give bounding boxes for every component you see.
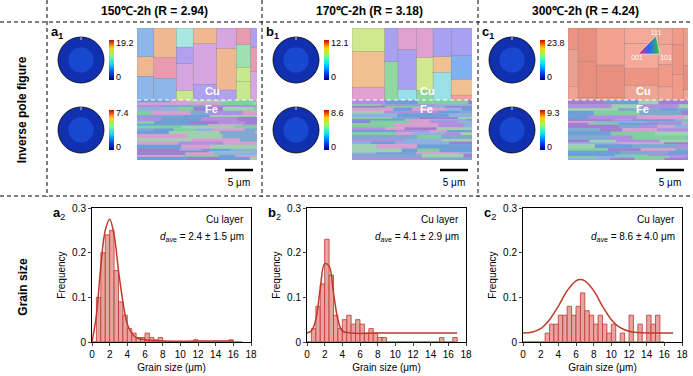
svg-text:4: 4 (340, 349, 346, 360)
svg-text:5 μm: 5 μm (659, 177, 681, 188)
svg-text:14: 14 (210, 349, 222, 360)
svg-text:Fe: Fe (636, 103, 649, 115)
svg-text:0.1: 0.1 (503, 292, 517, 303)
svg-text:9.3: 9.3 (547, 108, 560, 118)
svg-text:001: 001 (631, 54, 643, 61)
svg-text:0.3: 0.3 (287, 203, 301, 214)
svg-text:4: 4 (125, 349, 131, 360)
svg-text:Inverse pole figure: Inverse pole figure (15, 56, 29, 163)
svg-text:a1: a1 (51, 24, 63, 41)
svg-text:12: 12 (623, 349, 635, 360)
svg-text:6: 6 (142, 349, 148, 360)
svg-text:Grain size (μm): Grain size (μm) (137, 362, 206, 373)
svg-text:8.6: 8.6 (331, 108, 344, 118)
svg-text:Fe: Fe (205, 103, 218, 115)
svg-text:5 μm: 5 μm (443, 177, 465, 188)
svg-text:0.3: 0.3 (503, 203, 517, 214)
svg-text:b1: b1 (266, 24, 279, 41)
svg-text:0: 0 (304, 349, 310, 360)
svg-text:8: 8 (591, 349, 597, 360)
svg-text:8: 8 (375, 349, 381, 360)
svg-text:Cu: Cu (420, 85, 435, 97)
svg-text:10: 10 (390, 349, 402, 360)
svg-text:6: 6 (357, 349, 363, 360)
svg-text:a​2​: a​2​ (53, 205, 65, 222)
svg-text:300℃-2h (R = 4.24): 300℃-2h (R = 4.24) (532, 4, 639, 18)
svg-text:10: 10 (606, 349, 618, 360)
svg-text:c​2​: c​2​ (484, 205, 496, 222)
svg-text:4: 4 (556, 349, 562, 360)
svg-text:0: 0 (331, 72, 336, 82)
svg-text:0: 0 (331, 142, 336, 152)
svg-text:Cu: Cu (636, 85, 651, 97)
svg-text:8: 8 (160, 349, 166, 360)
svg-text:b​2​: b​2​ (268, 205, 281, 222)
svg-text:7.4: 7.4 (116, 108, 129, 118)
svg-text:0.1: 0.1 (72, 292, 86, 303)
svg-text:150℃-2h (R = 2.94): 150℃-2h (R = 2.94) (101, 4, 208, 18)
svg-text:Cu layer: Cu layer (206, 214, 244, 225)
svg-text:16: 16 (659, 349, 671, 360)
svg-text:170℃-2h (R = 3.18): 170℃-2h (R = 3.18) (316, 4, 423, 18)
svg-text:16: 16 (443, 349, 455, 360)
svg-text:d​ave​ = 4.1 ± 2.9 μm: d​ave​ = 4.1 ± 2.9 μm (375, 231, 459, 243)
svg-text:0: 0 (116, 72, 121, 82)
html-text:Grain size: Grain size (16, 257, 30, 316)
svg-text:6: 6 (573, 349, 579, 360)
svg-text:12: 12 (407, 349, 419, 360)
svg-text:14: 14 (425, 349, 437, 360)
svg-text:0: 0 (547, 142, 552, 152)
svg-text:111: 111 (651, 29, 662, 36)
svg-text:0: 0 (520, 349, 526, 360)
svg-text:16: 16 (228, 349, 240, 360)
svg-text:Cu layer: Cu layer (637, 214, 675, 225)
svg-text:0: 0 (80, 337, 86, 348)
svg-text:0: 0 (547, 72, 552, 82)
svg-text:23.8: 23.8 (547, 38, 565, 48)
svg-text:0.2: 0.2 (72, 247, 86, 258)
svg-text:0: 0 (116, 142, 121, 152)
svg-text:2: 2 (538, 349, 544, 360)
svg-text:14: 14 (641, 349, 653, 360)
svg-text:0: 0 (89, 349, 95, 360)
svg-text:0.3: 0.3 (72, 203, 86, 214)
svg-text:Cu layer: Cu layer (421, 214, 459, 225)
svg-text:c1: c1 (482, 24, 494, 41)
svg-text:101: 101 (660, 54, 672, 61)
svg-text:Frequency: Frequency (56, 251, 67, 298)
svg-text:d​ave​ = 2.4 ± 1.5 μm: d​ave​ = 2.4 ± 1.5 μm (160, 231, 244, 243)
svg-text:0.1: 0.1 (287, 292, 301, 303)
svg-text:Grain size (μm): Grain size (μm) (568, 362, 637, 373)
svg-text:19.2: 19.2 (116, 38, 134, 48)
svg-text:d​ave​ = 8.6 ± 4.0 μm: d​ave​ = 8.6 ± 4.0 μm (591, 231, 675, 243)
svg-text:0: 0 (511, 337, 517, 348)
svg-text:Cu: Cu (205, 85, 220, 97)
svg-text:0.2: 0.2 (287, 247, 301, 258)
svg-text:2: 2 (322, 349, 328, 360)
svg-text:18: 18 (460, 349, 472, 360)
svg-text:0: 0 (295, 337, 301, 348)
svg-text:12.1: 12.1 (331, 38, 349, 48)
svg-text:18: 18 (676, 349, 688, 360)
svg-text:Grain size (μm): Grain size (μm) (352, 362, 421, 373)
svg-text:18: 18 (245, 349, 257, 360)
svg-text:5 μm: 5 μm (228, 177, 250, 188)
svg-text:Frequency: Frequency (487, 251, 498, 298)
svg-text:Frequency: Frequency (271, 251, 282, 298)
svg-text:2: 2 (107, 349, 113, 360)
svg-text:10: 10 (175, 349, 187, 360)
svg-text:12: 12 (192, 349, 204, 360)
svg-text:Fe: Fe (420, 103, 433, 115)
svg-text:0.2: 0.2 (503, 247, 517, 258)
